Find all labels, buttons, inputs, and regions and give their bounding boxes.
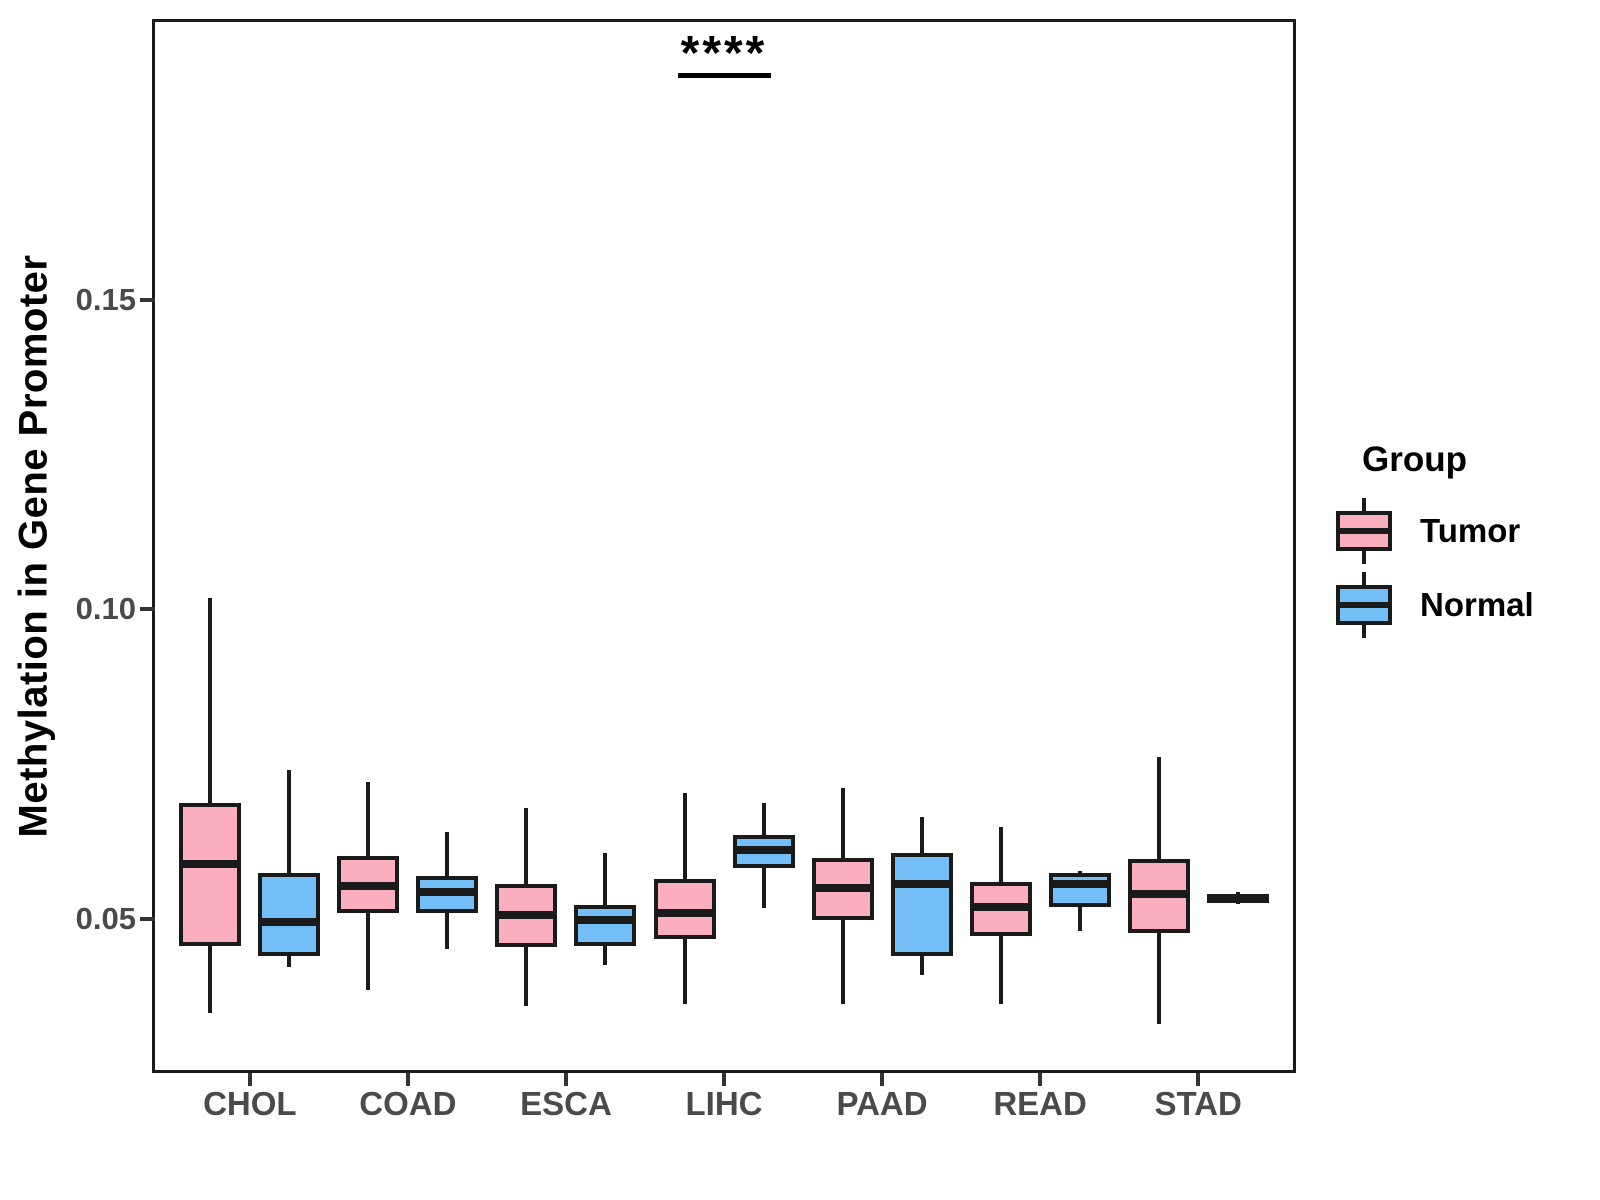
x-tick-label: LIHC bbox=[685, 1085, 763, 1122]
significance-stars: **** bbox=[680, 27, 768, 80]
x-tick-mark bbox=[1038, 1073, 1043, 1086]
boxplot-median-STAD-Normal bbox=[1206, 893, 1269, 902]
y-tick-label: 0.05 bbox=[75, 901, 136, 936]
boxplot-median-PAAD-Normal bbox=[890, 880, 953, 889]
boxplot-median-READ-Tumor bbox=[969, 902, 1032, 911]
key-median-line bbox=[1336, 528, 1392, 534]
boxplot-median-ESCA-Normal bbox=[574, 916, 637, 925]
boxplot-box-PAAD-Normal bbox=[890, 853, 953, 957]
plot-panel bbox=[152, 19, 1296, 1073]
boxplot-median-COAD-Tumor bbox=[337, 882, 400, 891]
x-tick-label: PAAD bbox=[836, 1085, 928, 1122]
legend-entry-label: Normal bbox=[1420, 586, 1534, 623]
legend-entry-label: Tumor bbox=[1420, 512, 1521, 549]
boxplot-box-ESCA-Normal bbox=[574, 905, 637, 947]
x-tick-mark bbox=[405, 1073, 410, 1086]
legend: Group Tumor Normal bbox=[1332, 440, 1534, 646]
boxplot-median-PAAD-Tumor bbox=[811, 884, 874, 893]
y-axis-title: Methylation in Gene Promoter bbox=[11, 254, 56, 838]
boxplot-key-icon bbox=[1332, 572, 1396, 638]
x-tick-label: READ bbox=[993, 1085, 1087, 1122]
boxplot-median-READ-Normal bbox=[1048, 880, 1111, 889]
x-tick-mark bbox=[722, 1073, 726, 1086]
boxplot-box-CHOL-Tumor bbox=[179, 803, 242, 946]
boxplot-whisker-CHOL-Normal bbox=[287, 770, 292, 968]
y-tick-label: 0.15 bbox=[75, 281, 136, 317]
x-tick-label: STAD bbox=[1154, 1085, 1242, 1122]
significance-bracket bbox=[677, 73, 771, 78]
boxplot-box-READ-Normal bbox=[1048, 873, 1111, 907]
boxplot-median-LIHC-Normal bbox=[732, 846, 795, 855]
x-tick-label: COAD bbox=[359, 1085, 457, 1122]
boxplot-median-CHOL-Tumor bbox=[179, 860, 242, 869]
key-median-line bbox=[1336, 602, 1392, 608]
legend-entry-normal: Normal bbox=[1332, 572, 1534, 638]
x-tick-label: CHOL bbox=[203, 1085, 297, 1122]
x-tick-mark bbox=[1196, 1073, 1201, 1086]
y-tick-mark bbox=[140, 297, 155, 302]
y-tick-mark bbox=[140, 607, 155, 612]
y-tick-label: 0.10 bbox=[75, 591, 136, 627]
legend-entry-tumor: Tumor bbox=[1332, 498, 1534, 564]
legend-title: Group bbox=[1362, 440, 1467, 479]
x-tick-mark bbox=[247, 1073, 252, 1086]
boxplot-box-CHOL-Normal bbox=[258, 873, 321, 956]
boxplot-key-icon bbox=[1332, 498, 1396, 564]
boxplot-median-COAD-Normal bbox=[416, 888, 479, 897]
y-tick-mark bbox=[140, 917, 155, 921]
boxplot-box-LIHC-Tumor bbox=[653, 878, 716, 939]
boxplot-median-LIHC-Tumor bbox=[653, 908, 716, 917]
boxplot-median-STAD-Tumor bbox=[1127, 890, 1190, 899]
x-tick-label: ESCA bbox=[520, 1085, 612, 1122]
boxplot-median-ESCA-Tumor bbox=[495, 910, 558, 919]
x-tick-mark bbox=[563, 1073, 568, 1086]
x-tick-mark bbox=[880, 1073, 885, 1086]
boxplot-median-CHOL-Normal bbox=[258, 918, 321, 927]
